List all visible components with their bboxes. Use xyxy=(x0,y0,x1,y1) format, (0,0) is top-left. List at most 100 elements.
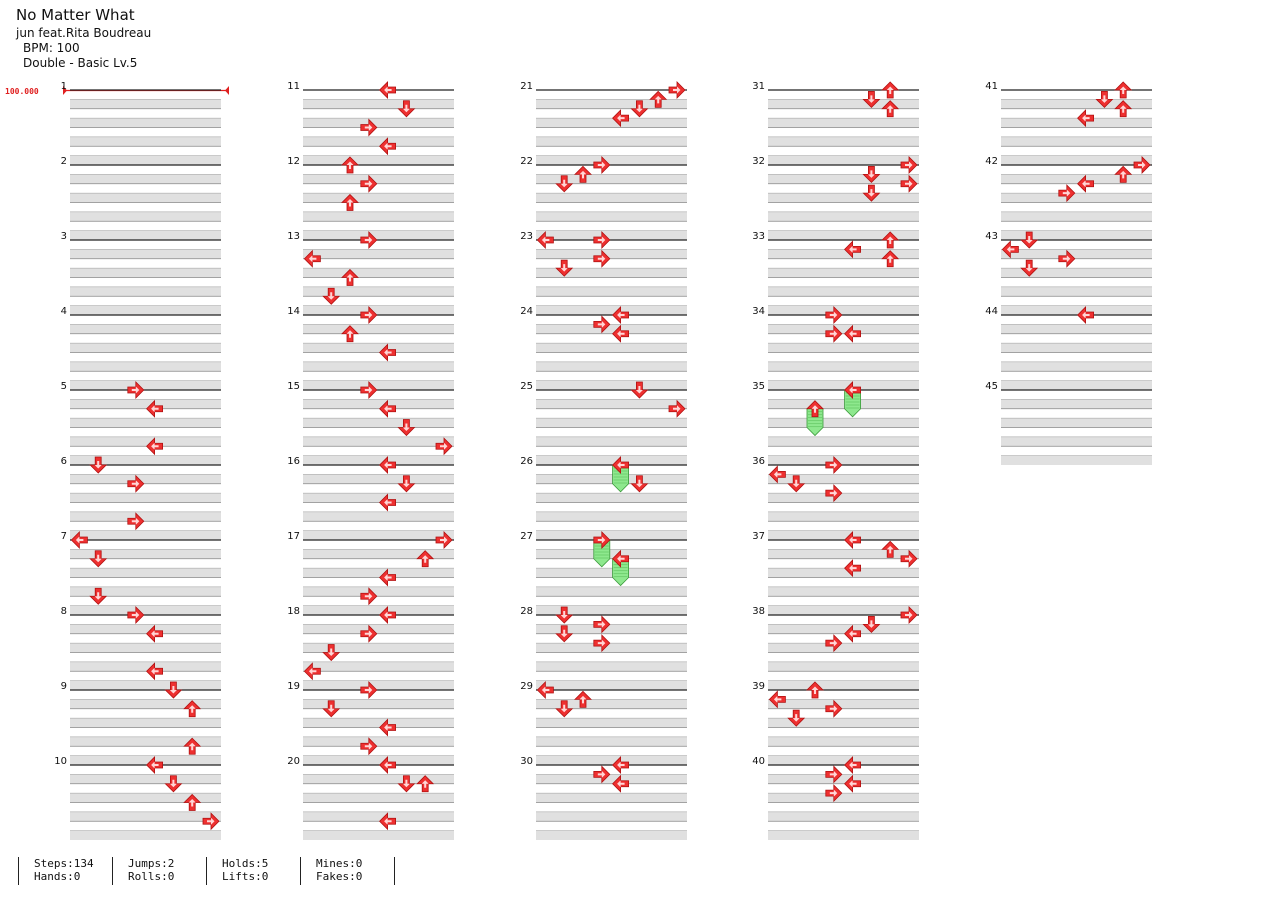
arrow-highlight xyxy=(597,236,606,244)
arrow-down-icon xyxy=(1020,259,1039,277)
arrow-right-icon xyxy=(360,681,378,699)
arrow-highlight xyxy=(867,620,875,628)
arrow-highlight xyxy=(849,564,857,572)
beat-band xyxy=(70,193,221,203)
measure-19: 19 xyxy=(287,681,454,765)
arrow-highlight xyxy=(1062,255,1071,263)
beat-band xyxy=(768,755,919,765)
arrow-highlight xyxy=(654,95,662,104)
measure-32: 32 xyxy=(752,156,919,240)
arrow-highlight xyxy=(94,554,102,563)
beat-band xyxy=(536,624,687,634)
arrow-highlight xyxy=(597,620,606,628)
arrow-highlight xyxy=(849,630,857,638)
beat-band xyxy=(1001,324,1152,334)
arrow-down-icon xyxy=(397,775,416,793)
beat-band xyxy=(768,343,919,353)
measure-11: 11 xyxy=(287,81,454,165)
arrow-right-icon xyxy=(593,156,611,174)
arrow-highlight xyxy=(867,170,875,178)
arrow-highlight xyxy=(169,779,177,788)
measure-27: 27 xyxy=(520,531,687,615)
arrow-left-icon xyxy=(768,465,786,484)
measure-number: 11 xyxy=(287,81,300,92)
arrow-highlight xyxy=(207,817,215,825)
beat-band xyxy=(768,811,919,822)
arrow-highlight xyxy=(131,386,140,394)
beat-band xyxy=(303,568,454,578)
beat-band xyxy=(768,474,919,484)
beat-band xyxy=(70,699,221,709)
measure-number: 32 xyxy=(752,156,765,167)
arrow-right-icon xyxy=(435,531,453,549)
arrow-highlight xyxy=(364,630,373,638)
beat-band xyxy=(536,493,687,503)
beat-band xyxy=(70,343,221,353)
arrow-highlight xyxy=(1138,161,1146,169)
arrow-up-icon xyxy=(881,250,900,268)
beat-band xyxy=(536,193,687,203)
arrow-right-icon xyxy=(127,606,145,624)
measure-37: 37 xyxy=(752,531,919,615)
stat-group-jumps: Jumps:2 Rolls:0 xyxy=(112,857,198,885)
arrow-left-icon xyxy=(612,756,629,774)
beat-band xyxy=(303,324,454,334)
arrow-left-icon xyxy=(303,662,321,681)
arrow-down-icon xyxy=(397,475,416,493)
arrow-highlight xyxy=(849,780,857,788)
arrow-down-icon xyxy=(322,700,341,718)
measure-17: 17 xyxy=(287,531,454,615)
arrow-highlight xyxy=(773,695,782,703)
arrow-highlight xyxy=(421,780,429,788)
arrow-right-icon xyxy=(1133,156,1151,174)
beat-band xyxy=(768,193,919,203)
chart-difficulty: Double - Basic Lv.5 xyxy=(23,56,138,70)
arrow-highlight xyxy=(597,770,606,778)
beat-band xyxy=(70,830,221,840)
beat-band xyxy=(70,511,221,522)
beat-band xyxy=(768,586,919,597)
beat-band xyxy=(536,530,687,540)
arrow-right-icon xyxy=(825,306,843,324)
arrow-right-icon xyxy=(127,474,145,493)
arrow-highlight xyxy=(151,405,159,413)
measure-number: 6 xyxy=(61,456,67,467)
arrow-left-icon xyxy=(379,456,397,474)
measure-44: 44 xyxy=(985,306,1152,390)
arrow-down-icon xyxy=(555,259,574,277)
arrow-left-icon xyxy=(146,624,164,643)
beat-band xyxy=(768,174,919,184)
arrow-highlight xyxy=(421,555,429,563)
measure-14: 14 xyxy=(287,306,454,390)
arrow-highlight xyxy=(886,105,894,113)
song-bpm: BPM: 100 xyxy=(23,41,80,55)
beat-band xyxy=(303,624,454,634)
arrow-up-icon xyxy=(881,81,900,99)
arrow-left-icon xyxy=(612,324,629,343)
arrow-right-icon xyxy=(127,512,145,531)
arrow-highlight xyxy=(560,179,568,188)
arrow-left-icon xyxy=(612,456,629,474)
song-artist: jun feat.Rita Boudreau xyxy=(16,26,152,40)
measure-36: 36 xyxy=(752,456,919,540)
beat-band xyxy=(303,718,454,728)
beat-band xyxy=(1001,399,1152,409)
measure-15: 15 xyxy=(287,381,454,465)
arrow-highlight xyxy=(617,330,625,338)
measure-number: 40 xyxy=(752,756,765,767)
arrow-right-icon xyxy=(825,784,843,803)
arrow-highlight xyxy=(1006,245,1015,253)
beat-band xyxy=(303,549,454,559)
arrow-left-icon xyxy=(379,756,397,774)
beat-band xyxy=(303,136,454,147)
arrow-down-icon xyxy=(89,587,108,605)
beat-band xyxy=(536,155,687,165)
arrow-right-icon xyxy=(593,765,611,784)
arrow-left-icon xyxy=(844,624,861,643)
beat-band xyxy=(768,493,919,503)
arrow-highlight xyxy=(617,114,625,122)
arrow-right-icon xyxy=(360,118,378,137)
measure-number: 38 xyxy=(752,606,765,617)
arrow-highlight xyxy=(829,639,838,647)
measure-number: 2 xyxy=(61,156,67,167)
